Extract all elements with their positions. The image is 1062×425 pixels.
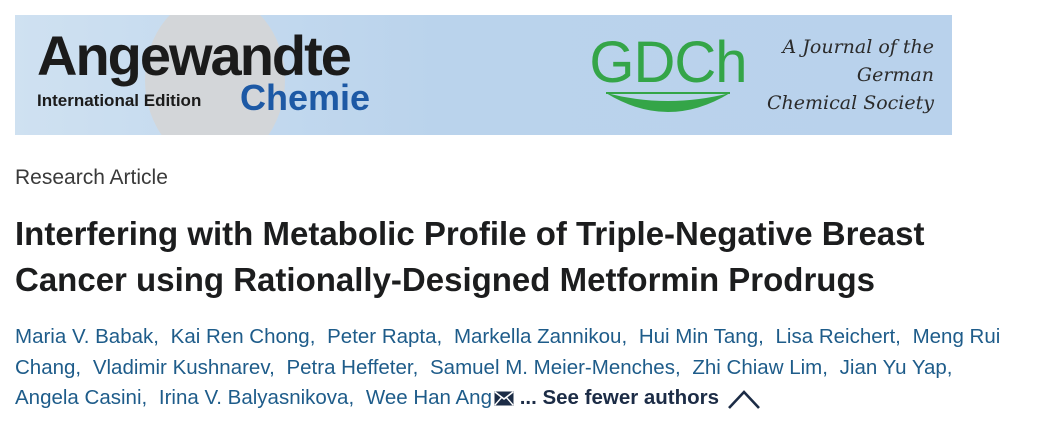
journal-banner[interactable]: Angewandte International Edition Chemie … (15, 15, 952, 135)
envelope-icon[interactable] (494, 385, 514, 416)
author-link[interactable]: Markella Zannikou, (453, 325, 628, 348)
gdch-swoosh-icon (606, 92, 730, 112)
article-title: Interfering with Metabolic Profile of Tr… (15, 215, 925, 298)
author-link[interactable]: Irina V. Balyasnikova, (158, 386, 355, 409)
tagline-line: German (856, 64, 934, 86)
author-link[interactable]: Samuel M. Meier-Menches, (430, 355, 681, 379)
author-link[interactable]: Zhi Chiaw Lim, (692, 355, 828, 379)
logo-halo (145, 15, 285, 135)
chevron-up-icon[interactable] (727, 388, 761, 420)
author-list: Maria V. Babak, Kai Ren Chong, Peter Rap… (15, 322, 1055, 420)
logo-edition: International Edition (37, 91, 202, 110)
author-link[interactable]: Peter Rapta, (327, 325, 443, 348)
author-link[interactable]: Vladimir Kushnarev, (92, 355, 275, 379)
logo-angewandte: Angewandte (37, 24, 352, 87)
gdch-logo-text: GDCh (589, 30, 747, 95)
author-link[interactable]: Angela Casini, (15, 386, 148, 409)
tagline-line: A Journal of the (782, 36, 934, 58)
author-link[interactable]: Maria V. Babak, (15, 325, 159, 348)
author-link[interactable]: Jian Yu Yap, (839, 355, 953, 379)
author-link[interactable]: Wee Han Ang (366, 386, 514, 409)
author-link[interactable]: Meng Rui Chang, (15, 325, 1001, 379)
author-link[interactable]: Petra Heffeter, (286, 355, 419, 379)
article-type: Research Article (15, 166, 168, 189)
tagline-line: Chemical Society (767, 92, 934, 114)
gdch-logo: GDCh (588, 29, 748, 129)
author-link[interactable]: Kai Ren Chong, (170, 325, 316, 348)
logo-chemie: Chemie (240, 77, 371, 118)
see-fewer-authors-button[interactable]: ... See fewer authors (520, 386, 761, 409)
society-tagline: A Journal of the German Chemical Society (767, 33, 934, 117)
author-link[interactable]: Hui Min Tang, (638, 325, 764, 348)
author-link[interactable]: Lisa Reichert, (775, 325, 901, 348)
